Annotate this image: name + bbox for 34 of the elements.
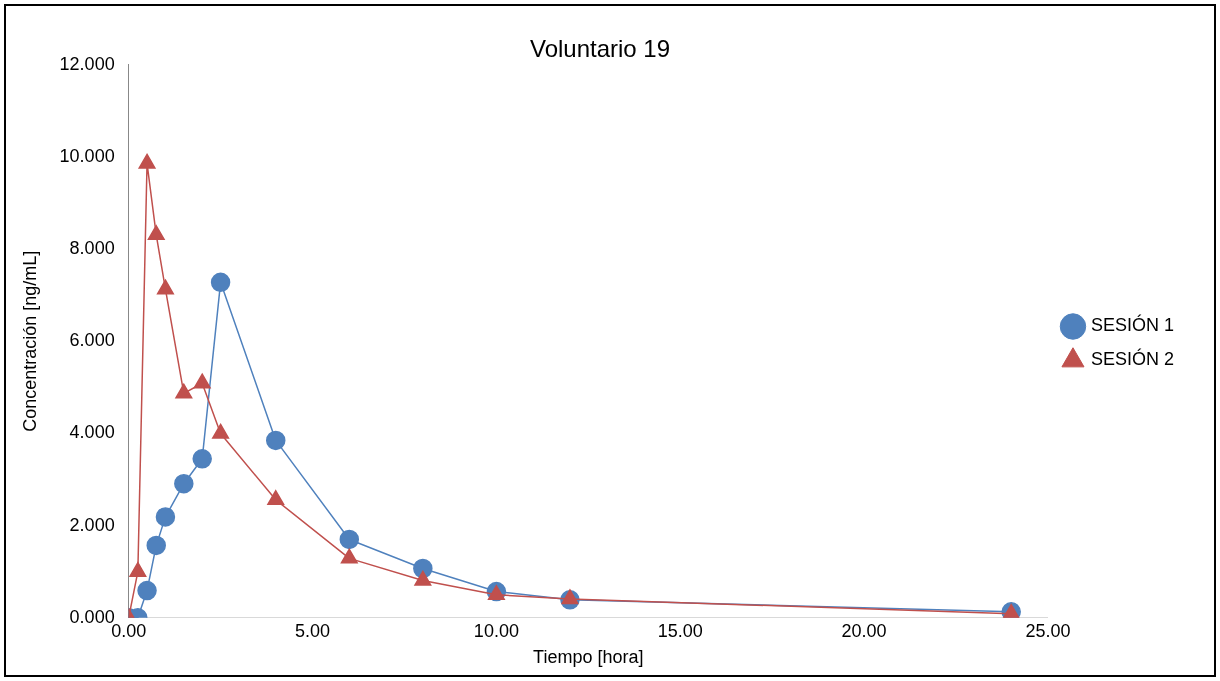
x-tick-label: 20.00 bbox=[841, 620, 887, 641]
chart-title: Voluntario 19 bbox=[529, 35, 671, 63]
x-tick-label: 25.00 bbox=[1025, 620, 1071, 641]
y-axis-title: Concentración [ng/mL] bbox=[19, 250, 40, 432]
point bbox=[156, 279, 174, 295]
legend-label: SESIÓN 2 bbox=[1090, 348, 1174, 370]
x-axis-title: Tiempo [hora] bbox=[533, 647, 644, 668]
point bbox=[561, 589, 579, 605]
point bbox=[138, 153, 156, 169]
legend-label: SESIÓN 1 bbox=[1090, 314, 1174, 336]
point bbox=[193, 373, 211, 389]
point bbox=[339, 529, 360, 550]
x-tick-label: 10.00 bbox=[473, 620, 519, 641]
y-tick-label: 10.000 bbox=[59, 145, 115, 166]
y-tick-label: 2.000 bbox=[69, 514, 115, 535]
point bbox=[175, 383, 193, 399]
point bbox=[147, 225, 165, 241]
point bbox=[414, 570, 432, 586]
y-tick-label: 12.000 bbox=[59, 53, 115, 74]
y-tick-label: 8.000 bbox=[69, 238, 115, 259]
point bbox=[192, 449, 212, 469]
point bbox=[267, 490, 285, 506]
x-tick-label: 5.00 bbox=[294, 620, 331, 641]
x-tick-label: 15.00 bbox=[657, 620, 703, 641]
y-tick-label: 4.000 bbox=[69, 422, 115, 443]
point bbox=[212, 423, 230, 439]
point bbox=[266, 430, 286, 451]
point bbox=[340, 548, 358, 564]
point bbox=[137, 580, 157, 601]
point bbox=[174, 473, 194, 494]
y-tick-label: 6.000 bbox=[69, 330, 115, 351]
point bbox=[146, 535, 166, 556]
point bbox=[129, 561, 147, 577]
point bbox=[155, 507, 176, 527]
